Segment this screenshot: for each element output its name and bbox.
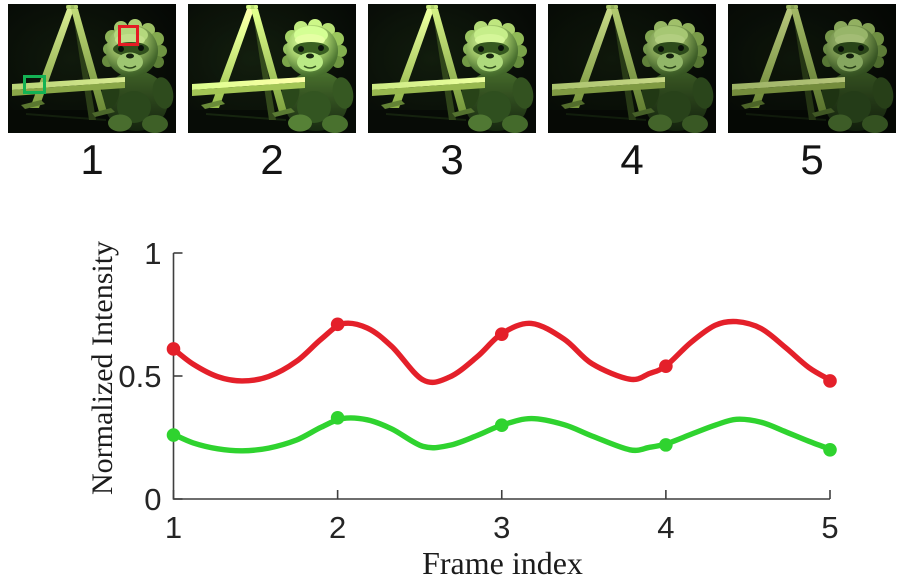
series-1-marker-1 <box>166 428 181 442</box>
frame-index-labels: 1 2 3 4 5 <box>8 136 896 184</box>
photo-easel-plush-toy-4 <box>548 4 716 133</box>
series-0-marker-4 <box>659 359 673 373</box>
series-0-marker-3 <box>494 327 509 341</box>
x-tick-label: 2 <box>329 510 346 545</box>
x-tick-label: 4 <box>657 510 674 545</box>
y-tick-label: 1 <box>144 236 161 271</box>
photo-easel-plush-toy-3 <box>368 4 536 133</box>
photo-easel-plush-toy-5 <box>728 4 896 133</box>
frame-label-1: 1 <box>80 136 104 183</box>
frame-photo-3 <box>368 4 536 133</box>
frame-strip <box>8 4 896 133</box>
series-1-marker-2 <box>330 411 345 425</box>
series-1-marker-5 <box>823 443 837 457</box>
frame-label-2: 2 <box>260 136 284 183</box>
x-tick-label: 1 <box>165 510 182 545</box>
photo-easel-plush-toy-1 <box>8 4 176 133</box>
frame-photo-2 <box>188 4 356 133</box>
x-tick-label: 5 <box>821 510 838 545</box>
series-0-marker-2 <box>330 317 345 332</box>
frame-photo-5 <box>728 4 896 133</box>
series-1-marker-4 <box>659 438 673 452</box>
frame-label-3: 3 <box>440 136 464 183</box>
frame-label-4: 4 <box>620 136 644 183</box>
y-tick-label: 0.5 <box>118 359 161 394</box>
photo-easel-plush-toy-2 <box>188 4 356 133</box>
series-0-marker-5 <box>823 374 837 388</box>
series-1-marker-3 <box>494 418 509 433</box>
series-0-marker-1 <box>166 342 181 356</box>
frame-photo-4 <box>548 4 716 133</box>
frame-label-5: 5 <box>800 136 824 183</box>
x-axis-label: Frame index <box>422 545 583 581</box>
y-axis-label: Normalized Intensity <box>86 240 119 496</box>
x-tick-label: 3 <box>493 510 510 545</box>
frame-photo-1 <box>8 4 176 133</box>
y-tick-label: 0 <box>144 482 161 517</box>
green-patch-box <box>23 75 46 94</box>
red-patch-box <box>118 25 139 46</box>
